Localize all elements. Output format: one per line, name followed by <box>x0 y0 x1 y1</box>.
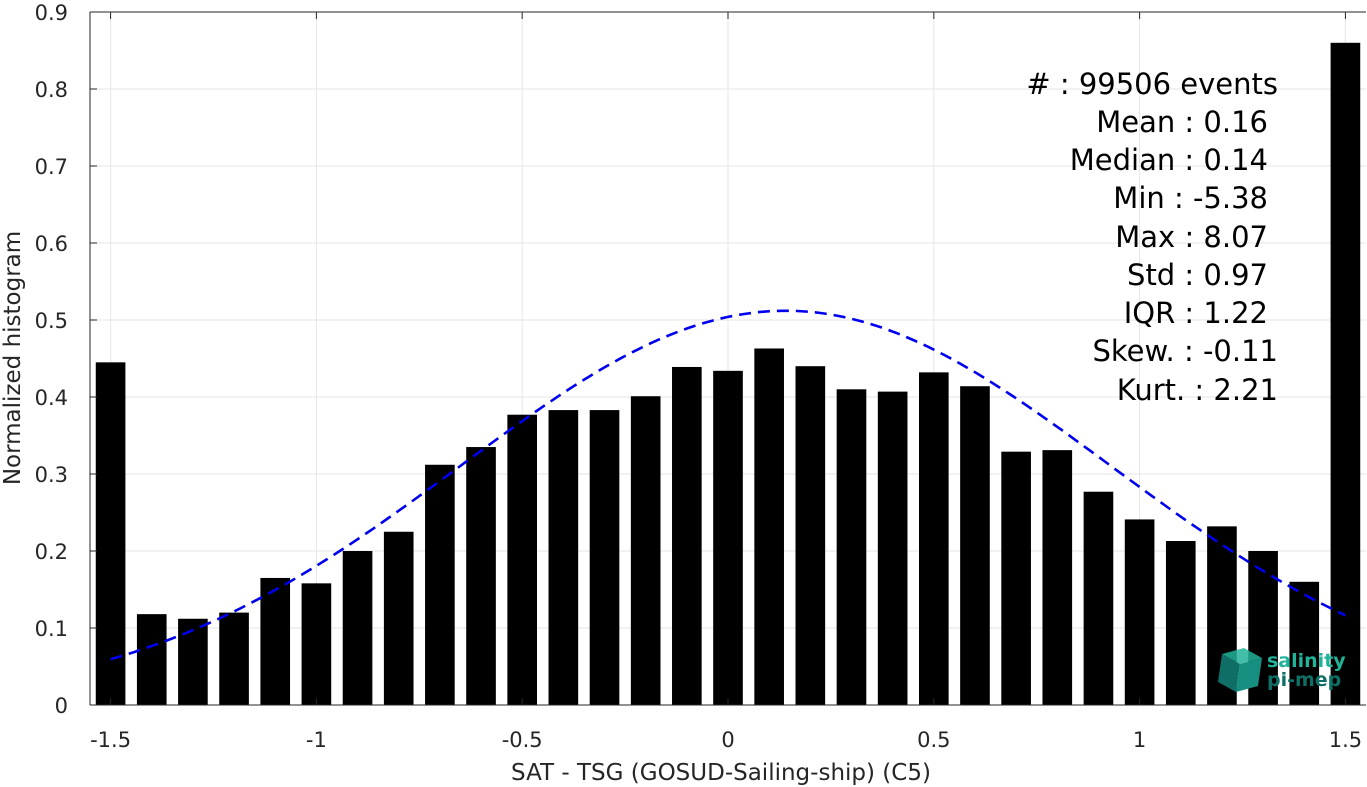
y-tick-label: 0.1 <box>35 617 68 641</box>
y-tick-label: 0.6 <box>35 232 68 256</box>
logo-cube-icon <box>1218 648 1262 692</box>
y-tick-label: 0.4 <box>35 386 68 410</box>
histogram-bar <box>507 414 538 705</box>
histogram-bar <box>713 370 743 705</box>
salinity-pi-mep-logo: salinity pi-mep <box>1218 648 1346 692</box>
y-tick-label: 0.7 <box>35 155 68 179</box>
x-tick-label: 1.5 <box>1329 728 1362 752</box>
histogram-bar <box>1289 581 1320 705</box>
stat-iqr: IQR : 1.22 <box>1124 296 1268 330</box>
histogram-bar <box>918 372 949 705</box>
histogram-bar <box>1083 491 1114 705</box>
stat-max: Max : 8.07 <box>1115 220 1268 254</box>
histogram-bar <box>260 577 291 705</box>
histogram-bar <box>754 348 784 705</box>
y-tick-label: 0.8 <box>35 78 68 102</box>
histogram-bar <box>1165 540 1196 705</box>
stat-min: Min : -5.38 <box>1113 181 1268 215</box>
x-tick-label: 0 <box>721 728 734 752</box>
histogram-bar <box>1124 519 1155 705</box>
histogram-bar <box>795 366 826 705</box>
stat-mean: Mean : 0.16 <box>1096 105 1268 139</box>
logo-line2: pi-mep <box>1267 669 1341 691</box>
stat-median: Median : 0.14 <box>1070 143 1268 177</box>
stat-skew: Skew. : -0.11 <box>1092 334 1278 368</box>
stat-events: # : 99506 events <box>1026 67 1278 101</box>
y-tick-label: 0.3 <box>35 463 68 487</box>
histogram-bar <box>1330 42 1361 706</box>
histogram-bar <box>466 447 496 705</box>
stats-box: # : 99506 events Mean : 0.16 Median : 0.… <box>1026 67 1278 407</box>
histogram-bar <box>836 389 867 705</box>
x-tick-label: -1.5 <box>90 728 131 752</box>
histogram-bar <box>1001 451 1031 705</box>
x-tick-labels: -1.5 -1 -0.5 0 0.5 1 1.5 <box>90 728 1362 752</box>
gaussian-fit-curve <box>110 309 1346 661</box>
histogram-bar <box>219 612 249 705</box>
x-tick-label: -0.5 <box>502 728 543 752</box>
y-tick-label: 0 <box>55 694 68 718</box>
y-tick-labels: 0 0.1 0.2 0.3 0.4 0.5 0.6 0.7 0.8 0.9 <box>35 1 68 718</box>
histogram-bar <box>136 614 167 705</box>
histogram-bar <box>342 551 373 705</box>
axes-frame <box>89 11 1366 706</box>
histogram-bar <box>1042 450 1073 705</box>
histogram-bar <box>630 396 661 705</box>
x-tick-label: 0.5 <box>917 728 950 752</box>
histogram-bar <box>548 410 579 705</box>
y-axis-label: Normalized histogram <box>0 231 26 485</box>
x-axis-label: SAT - TSG (GOSUD-Sailing-ship) (C5) <box>511 760 931 786</box>
histogram-bar <box>425 464 455 705</box>
histogram-bar <box>301 583 332 705</box>
y-tick-label: 0.9 <box>35 1 68 25</box>
histogram-bar <box>589 410 620 705</box>
logo-line1: salinity <box>1267 650 1346 672</box>
stat-std: Std : 0.97 <box>1127 258 1268 292</box>
y-tick-label: 0.2 <box>35 540 68 564</box>
histogram-bar <box>383 531 414 705</box>
y-tick-label: 0.5 <box>35 309 68 333</box>
histogram-bar <box>178 618 208 705</box>
histogram-bar <box>877 391 908 705</box>
x-tick-label: -1 <box>306 728 327 752</box>
stat-kurt: Kurt. : 2.21 <box>1117 373 1278 407</box>
x-tick-label: 1 <box>1133 728 1146 752</box>
histogram-bar <box>960 386 990 705</box>
histogram-bar <box>672 366 702 705</box>
histogram-bar <box>95 362 126 705</box>
bars <box>95 42 1361 706</box>
